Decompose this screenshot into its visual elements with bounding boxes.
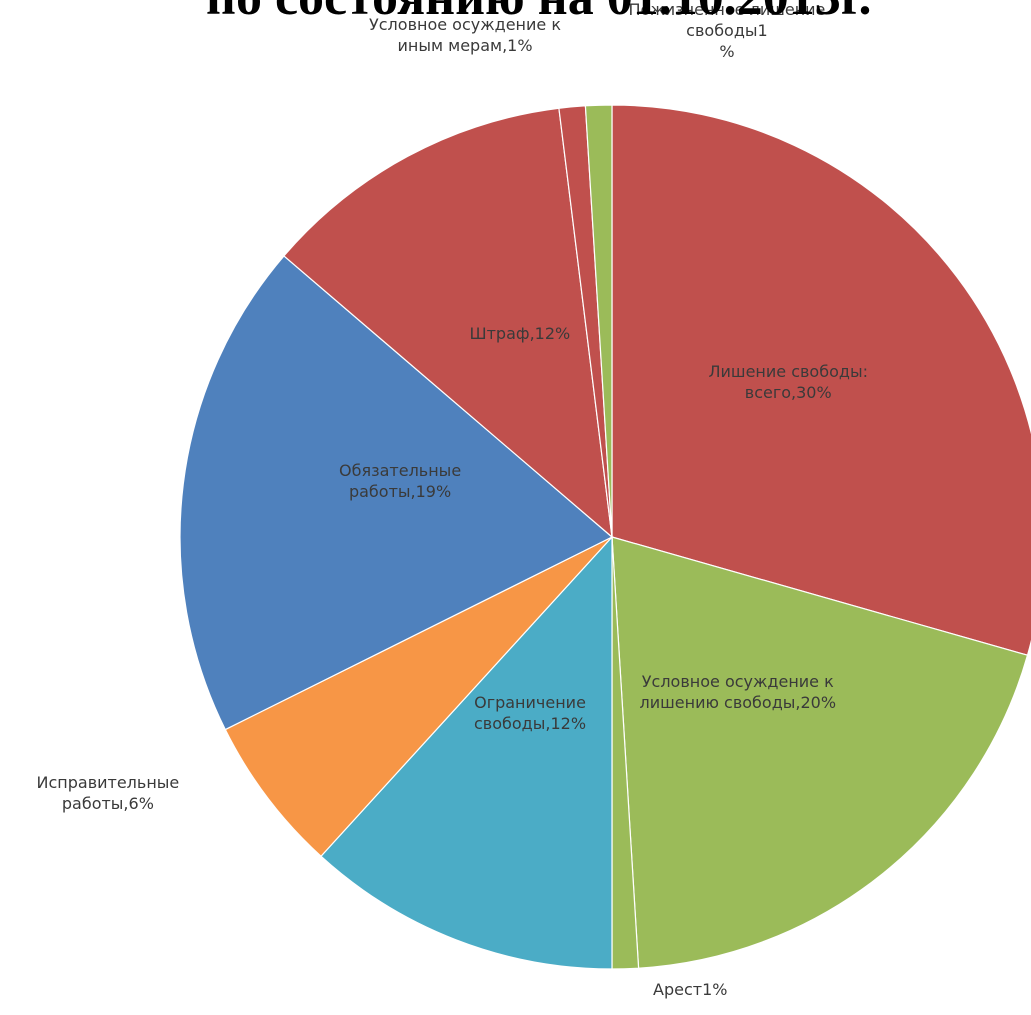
slice-label: Штраф,12% [470, 324, 571, 345]
slice-label-line: свободы,12% [474, 713, 587, 733]
slice-label: Пожизненное лишение свободы1% [629, 0, 826, 62]
slice-label-line: Штраф,12% [469, 323, 571, 343]
pie-slice [224, 536, 613, 858]
slice-label-line: Арест1% [653, 979, 728, 999]
slice-label: Лишение свободы: всего,30% [709, 362, 868, 404]
slice-label-line: Условное осуждение к [641, 672, 834, 691]
slice-label-line: Пожизненное лишение [628, 0, 826, 19]
slice-label: Условное осуждение к иным мерам,1% [369, 15, 561, 57]
chart-title: по состоянию на 01.10.2013г. [206, 0, 872, 24]
slice-label-line: работы,19% [348, 481, 452, 501]
slice-label: Арест1% [653, 980, 727, 1001]
pie-slice [611, 104, 1031, 656]
pie-slices [179, 104, 1031, 970]
slice-label-line: Обязательные [339, 461, 462, 480]
slice-label-line: свободы1 [686, 20, 768, 40]
slice-label-line: лишению свободы,20% [639, 692, 837, 712]
slice-label-line: иным мерам,1% [397, 35, 533, 55]
slice-label: Ограничение свободы,12% [474, 693, 586, 735]
slice-label-line: Ограничение [474, 693, 586, 712]
slice-label-line: Лишение свободы: [708, 362, 868, 381]
slice-label: Условное осуждение к лишению свободы,20% [640, 672, 837, 714]
slice-label: Обязательные работы,19% [339, 461, 461, 503]
pie-slice [320, 535, 613, 970]
slice-label-line: Исправительные [36, 773, 180, 792]
pie-slice [283, 107, 613, 539]
slice-label: Исправительные работы,6% [37, 773, 180, 815]
pie-slice [179, 255, 614, 731]
slice-label-line: всего,30% [744, 382, 832, 402]
slice-label-line: % [719, 41, 735, 61]
pie-slice [584, 104, 613, 538]
slice-label-line: Условное осуждение к [369, 15, 561, 34]
pie-slice [611, 536, 1029, 969]
slice-label-line: работы,6% [61, 793, 154, 813]
